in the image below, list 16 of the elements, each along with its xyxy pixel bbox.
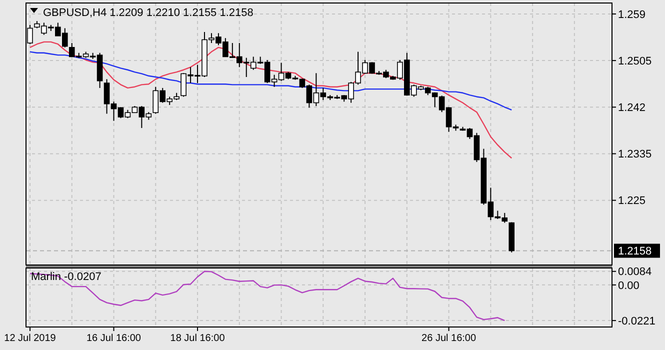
y-tick-label: 0.0084 — [618, 266, 652, 278]
y-tick-label: 1.2505 — [618, 55, 652, 68]
ref-line-label: 1.2158 — [618, 246, 652, 258]
y-tick-label: 1.259 — [618, 8, 646, 21]
y-tick-label: -0.0221 — [618, 315, 656, 328]
y-tick-label: 0.00 — [618, 280, 640, 292]
y-tick-label: 1.2335 — [618, 148, 652, 161]
y-tick-label: 1.242 — [618, 102, 646, 114]
x-tick-label: 18 Jul 16:00 — [170, 333, 226, 344]
line-series — [29, 41, 512, 159]
x-tick-label: 12 Jul 2019 — [4, 333, 56, 344]
y-tick-label: 1.225 — [618, 195, 646, 208]
x-tick-label: 26 Jul 16:00 — [422, 333, 476, 344]
chart-title: GBPUSD,H4 1.2209 1.2210 1.2155 1.2158 — [43, 7, 254, 19]
line-series — [29, 270, 506, 322]
x-tick-label: 16 Jul 16:00 — [86, 333, 142, 344]
